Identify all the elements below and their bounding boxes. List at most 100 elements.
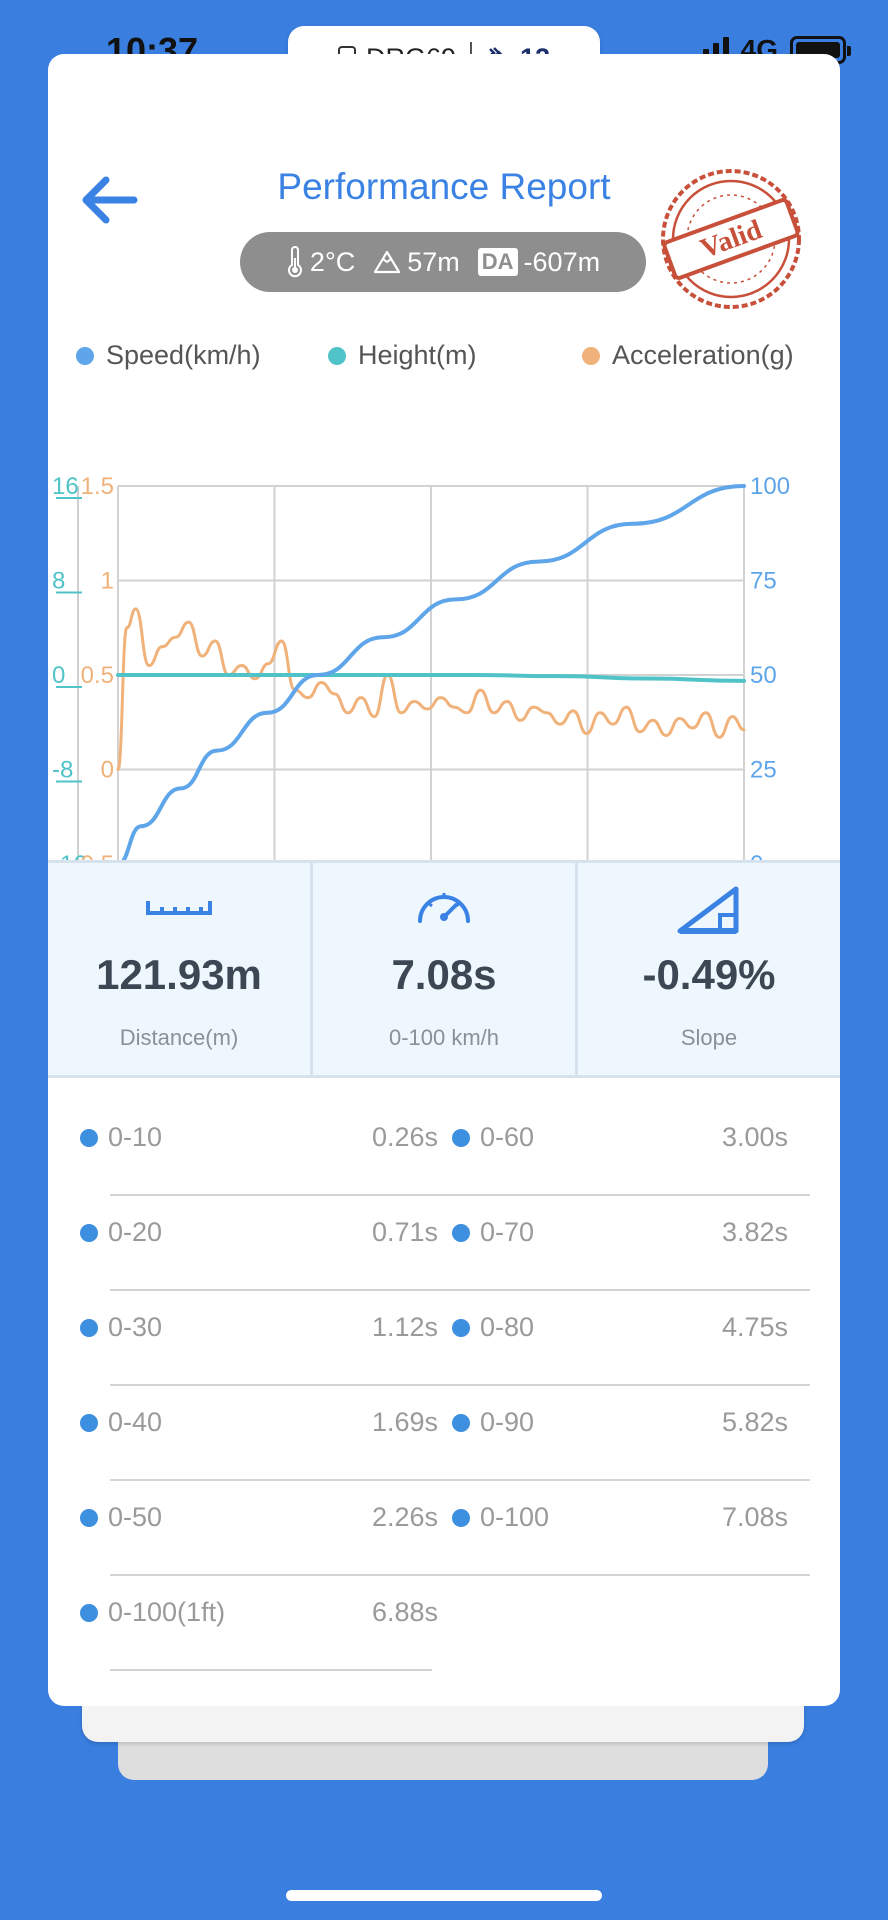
ruler-icon — [146, 901, 212, 915]
split-divider — [110, 1384, 810, 1386]
acceleration-line — [116, 607, 746, 771]
acceleration-tick-label: 0 — [101, 757, 114, 784]
acceleration-tick-label: 1.5 — [81, 473, 114, 500]
split-divider — [110, 1479, 810, 1481]
mountain-icon — [374, 250, 401, 274]
split-value: 1.12s — [371, 1312, 438, 1342]
split-bullet — [80, 1604, 98, 1622]
chart-legend: Speed(km/h) Height(m) Acceleration(g) — [48, 340, 840, 376]
metric-value: 7.08s — [391, 951, 497, 998]
split-item: 0-20 0.71s — [76, 1199, 810, 1294]
split-label: 0-50 — [108, 1502, 163, 1532]
split-bullet — [452, 1414, 470, 1432]
altitude-value: 57m — [407, 246, 460, 277]
acceleration-tick-label: 1 — [101, 568, 114, 595]
legend-height: Height(m) — [328, 340, 477, 371]
split-bullet — [80, 1414, 98, 1432]
split-bullet — [80, 1509, 98, 1527]
metric-zero-to-hundred: 7.08s 0-100 km/h — [310, 863, 575, 1075]
metric-label: Slope — [680, 1025, 738, 1050]
legend-dot-height — [328, 346, 346, 365]
legend-dot-acceleration — [582, 346, 600, 365]
speed-tick-label: 50 — [750, 662, 777, 689]
height-tick-label: -8 — [52, 757, 73, 784]
split-value: 6.88s — [371, 1597, 438, 1627]
metric-value: -0.49% — [642, 951, 776, 998]
split-label: 0-90 — [480, 1407, 535, 1437]
split-item: 0-70 3.82s — [448, 1199, 788, 1294]
split-item: 0-10 0.26s — [76, 1104, 810, 1199]
metric-label: Distance(m) — [119, 1025, 239, 1050]
report-card: Performance Report 2°C 57m DA -607m — [48, 54, 840, 1706]
split-bullet — [452, 1509, 470, 1527]
split-item: 0-100(1ft) 6.88s — [76, 1579, 438, 1674]
split-bullet — [80, 1129, 98, 1147]
split-divider — [110, 1194, 810, 1196]
speed-tick-label: 25 — [750, 757, 777, 784]
split-value: 0.26s — [371, 1122, 438, 1152]
height-tick-label: 8 — [52, 568, 65, 595]
home-indicator[interactable] — [286, 1890, 602, 1901]
metric-value: 121.93m — [96, 951, 262, 998]
split-bullet — [80, 1319, 98, 1337]
speed-line — [116, 484, 746, 866]
metrics-panel: 121.93m Distance(m) 7.08s 0-100 km/h — [48, 860, 840, 1078]
back-arrow-icon[interactable] — [72, 164, 144, 236]
speed-tick-label: 100 — [750, 473, 790, 500]
page-title: Performance Report — [277, 166, 611, 207]
temperature-value: 2°C — [309, 246, 356, 277]
thermometer-icon — [287, 246, 302, 278]
split-label: 0-70 — [480, 1217, 535, 1247]
split-item: 0-90 5.82s — [448, 1389, 788, 1484]
speed-tick-label: 75 — [750, 568, 777, 595]
acceleration-tick-label: 0.5 — [81, 662, 114, 689]
legend-label-height: Height(m) — [358, 340, 477, 370]
split-value: 4.75s — [721, 1312, 788, 1342]
split-value: 5.82s — [721, 1407, 788, 1437]
split-item: 0-80 4.75s — [448, 1294, 788, 1389]
metric-distance: 121.93m Distance(m) — [48, 863, 310, 1075]
split-label: 0-30 — [108, 1312, 163, 1342]
split-label: 0-20 — [108, 1217, 163, 1247]
split-item: 0-60 3.00s — [448, 1104, 788, 1199]
split-item: 0-50 2.26s — [76, 1484, 810, 1579]
split-value: 7.08s — [721, 1502, 788, 1532]
metric-slope: -0.49% Slope — [575, 863, 840, 1075]
split-divider — [110, 1574, 810, 1576]
split-item: 0-100 7.08s — [448, 1484, 788, 1579]
split-bullet — [80, 1224, 98, 1242]
legend-acceleration: Acceleration(g) — [582, 340, 794, 371]
split-value: 2.26s — [371, 1502, 438, 1532]
split-bullet — [452, 1129, 470, 1147]
legend-speed: Speed(km/h) — [76, 340, 261, 371]
density-altitude-value: -607m — [523, 246, 601, 277]
split-item: 0-30 1.12s — [76, 1294, 810, 1389]
split-value: 1.69s — [371, 1407, 438, 1437]
height-tick-label: 16 — [52, 473, 79, 500]
da-badge: DA — [477, 248, 518, 276]
split-bullet — [452, 1319, 470, 1337]
split-item: 0-40 1.69s — [76, 1389, 810, 1484]
slope-icon — [677, 886, 739, 934]
split-divider — [110, 1289, 810, 1291]
legend-dot-speed — [76, 346, 94, 365]
conditions-pill: 2°C 57m DA -607m — [240, 232, 646, 292]
legend-label-speed: Speed(km/h) — [106, 340, 261, 370]
split-label: 0-100 — [480, 1502, 550, 1532]
metric-label: 0-100 km/h — [388, 1025, 500, 1050]
split-label: 0-10 — [108, 1122, 163, 1152]
split-value: 0.71s — [371, 1217, 438, 1247]
split-label: 0-100(1ft) — [108, 1597, 226, 1627]
split-divider — [110, 1669, 432, 1671]
height-line — [116, 673, 746, 683]
split-label: 0-80 — [480, 1312, 535, 1342]
legend-label-acceleration: Acceleration(g) — [612, 340, 794, 370]
split-label: 0-60 — [480, 1122, 535, 1152]
split-bullet — [452, 1224, 470, 1242]
split-value: 3.82s — [721, 1217, 788, 1247]
split-value: 3.00s — [721, 1122, 788, 1152]
valid-stamp: Valid — [661, 169, 801, 309]
split-label: 0-40 — [108, 1407, 163, 1437]
height-tick-label: 0 — [52, 662, 65, 689]
